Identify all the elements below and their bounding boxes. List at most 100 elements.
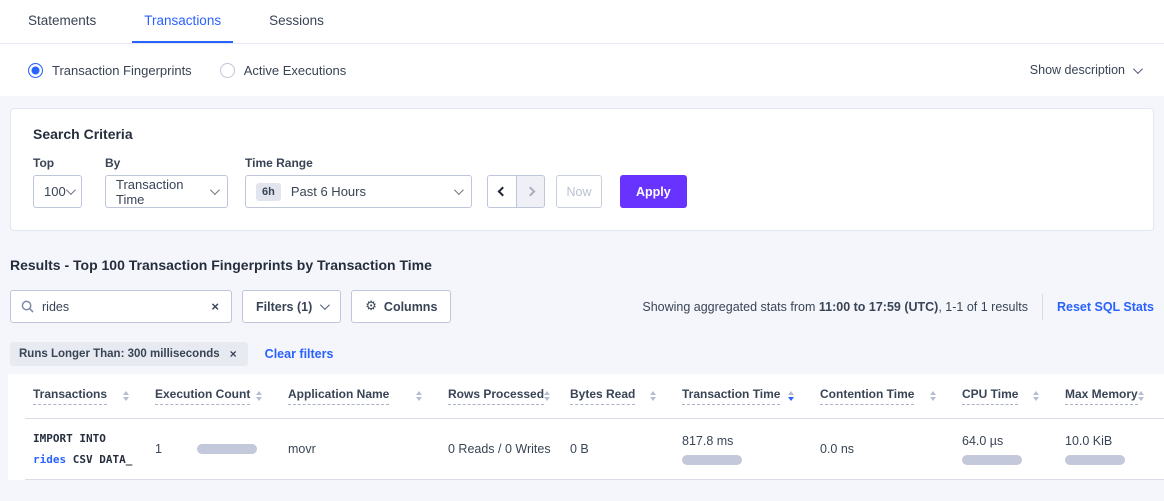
column-header-execution-count[interactable]: Execution Count (147, 387, 280, 405)
column-header-max-memory[interactable]: Max Memory (1057, 387, 1152, 405)
chevron-left-icon (497, 186, 507, 197)
radio-unselected-icon[interactable] (219, 62, 235, 78)
transaction-time-value: 817.8 ms (682, 433, 734, 448)
time-range-value: Past 6 Hours (290, 184, 366, 199)
filters-button[interactable]: Filters (1) (242, 290, 342, 323)
tab-sessions[interactable]: Sessions (269, 13, 324, 28)
column-header-contention-time[interactable]: Contention Time (812, 387, 954, 405)
applied-filters-row: Runs Longer Than: 300 milliseconds × Cle… (10, 342, 1154, 366)
columns-button[interactable]: ⚙ Columns (351, 290, 452, 323)
column-header-transaction-time[interactable]: Transaction Time (674, 387, 812, 405)
chevron-down-icon (209, 185, 220, 196)
results-table: Transactions Execution Count Application… (8, 374, 1164, 480)
time-range-field: Time Range 6h Past 6 Hours (245, 156, 487, 208)
summary-suffix: , 1-1 of 1 results (938, 299, 1028, 314)
filter-chip-label: Runs Longer Than: 300 milliseconds (19, 348, 220, 360)
reset-sql-stats-link[interactable]: Reset SQL Stats (1056, 299, 1154, 314)
stats-summary: Showing aggregated stats from 11:00 to 1… (642, 300, 1028, 314)
table-header-row: Transactions Execution Count Application… (25, 374, 1164, 419)
max-memory-bar (1065, 454, 1125, 465)
statement-line-1: IMPORT INTO (33, 432, 106, 445)
execution-count-bar (197, 444, 257, 454)
sort-icon-active-desc[interactable] (788, 391, 794, 401)
cpu-time-cell: 64.0 µs (954, 434, 1057, 465)
radio-label: Active Executions (243, 62, 347, 78)
radio-label: Transaction Fingerprints (52, 62, 192, 78)
show-description-toggle[interactable]: Show description (1029, 63, 1143, 77)
transaction-time-bar (682, 454, 742, 465)
application-name-cell: movr (288, 442, 316, 456)
by-field-label: By (105, 156, 121, 170)
top-field-label: Top (33, 156, 55, 170)
sort-icon[interactable] (650, 391, 656, 401)
chevron-down-icon (1132, 63, 1143, 74)
statement-rest: CSV DATA_ (66, 453, 133, 466)
sort-icon[interactable] (123, 391, 129, 401)
time-range-label: Time Range (245, 156, 313, 170)
sort-icon[interactable] (930, 391, 936, 401)
gear-icon: ⚙ (365, 299, 377, 314)
rows-processed-cell: 0 Reads / 0 Writes (448, 442, 551, 456)
max-memory-value: 10.0 KiB (1065, 433, 1113, 448)
clear-filters-link[interactable]: Clear filters (264, 347, 334, 361)
search-input[interactable] (42, 299, 210, 314)
filters-button-label: Filters (1) (256, 299, 313, 314)
results-toolbar: × Filters (1) ⚙ Columns Showing aggregat… (10, 290, 1154, 323)
by-select[interactable]: Transaction Time (105, 175, 228, 208)
table-row: IMPORT INTO rides CSV DATA_ 1 movr 0 Rea… (25, 419, 1164, 480)
top-select-value: 100 (44, 184, 66, 199)
radio-selected-icon[interactable] (28, 62, 43, 78)
column-header-cpu-time[interactable]: CPU Time (954, 387, 1057, 405)
criteria-controls-row: Top 100 By Transaction Time Time Range 6… (33, 156, 1131, 208)
sort-icon[interactable] (416, 391, 422, 401)
top-select[interactable]: 100 (33, 175, 82, 208)
sort-icon[interactable] (1033, 391, 1039, 401)
time-window-arrows (487, 175, 545, 208)
column-header-transactions[interactable]: Transactions (25, 387, 147, 405)
tab-statements[interactable]: Statements (28, 13, 97, 28)
sort-icon[interactable] (544, 391, 551, 401)
clear-search-icon[interactable]: × (211, 299, 219, 314)
statement-table-name: rides (33, 453, 67, 466)
now-button[interactable]: Now (556, 175, 602, 208)
transaction-statement-link[interactable]: IMPORT INTO rides CSV DATA_ (25, 428, 147, 470)
search-icon (21, 300, 34, 313)
next-window-button[interactable] (516, 176, 544, 207)
statement-line-2: rides CSV DATA_ (33, 449, 147, 470)
column-header-rows-processed[interactable]: Rows Processed (440, 387, 562, 405)
tab-transactions[interactable]: Transactions (132, 0, 234, 43)
contention-time-cell: 0.0 ns (820, 442, 855, 456)
columns-button-label: Columns (383, 299, 438, 314)
summary-prefix: Showing aggregated stats from (642, 299, 819, 314)
by-select-value: Transaction Time (116, 176, 184, 207)
search-criteria-card: Search Criteria Top 100 By Transaction T… (10, 108, 1154, 231)
remove-filter-icon[interactable]: × (229, 347, 237, 361)
show-description-label: Show description (1029, 63, 1125, 77)
execution-count-cell: 1 (147, 442, 280, 456)
apply-button[interactable]: Apply (620, 175, 687, 208)
bytes-read-cell: 0 B (570, 442, 589, 456)
sort-icon[interactable] (256, 391, 262, 401)
vertical-divider (1041, 293, 1043, 320)
top-tab-bar: Statements Transactions Sessions (0, 0, 1164, 44)
top-field: Top 100 (33, 156, 105, 208)
column-header-application-name[interactable]: Application Name (280, 387, 440, 405)
search-box[interactable]: × (10, 290, 232, 323)
execution-count-value: 1 (155, 442, 162, 456)
results-heading: Results - Top 100 Transaction Fingerprin… (10, 257, 432, 273)
sort-icon[interactable] (1137, 391, 1144, 401)
radio-active-executions[interactable]: Active Executions (219, 62, 347, 78)
previous-window-button[interactable] (488, 176, 516, 207)
max-memory-cell: 10.0 KiB (1057, 434, 1152, 465)
time-range-select[interactable]: 6h Past 6 Hours (245, 175, 472, 208)
cpu-time-bar (962, 454, 1022, 465)
time-range-badge: 6h (256, 182, 281, 201)
search-criteria-title: Search Criteria (33, 126, 133, 142)
radio-transaction-fingerprints[interactable]: Transaction Fingerprints (28, 62, 192, 78)
chevron-down-icon (453, 185, 464, 196)
view-toggle-band: Transaction Fingerprints Active Executio… (0, 44, 1164, 96)
summary-time-range: 11:00 to 17:59 (UTC) (818, 299, 939, 314)
chevron-down-icon (320, 300, 331, 311)
chevron-right-icon (525, 186, 536, 197)
column-header-bytes-read[interactable]: Bytes Read (562, 387, 674, 405)
